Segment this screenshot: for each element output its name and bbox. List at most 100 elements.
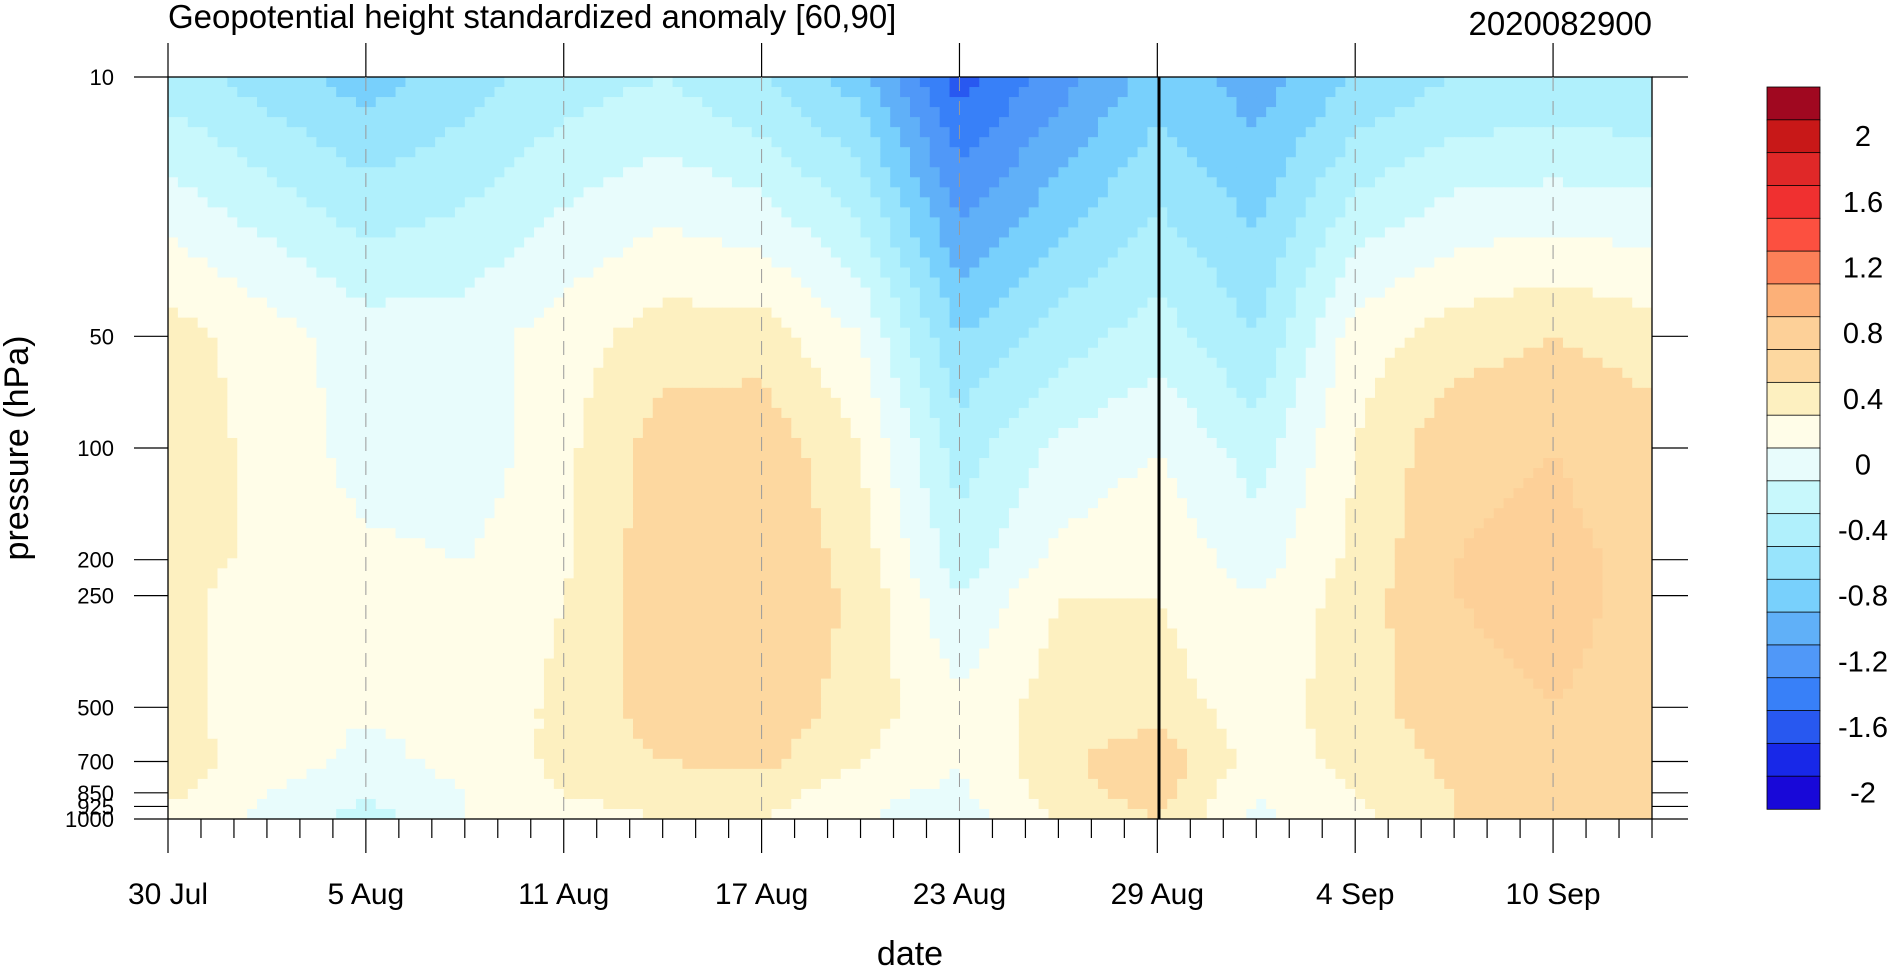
field-cell (1295, 237, 1307, 249)
field-cell (652, 317, 664, 329)
field-cell (1147, 317, 1158, 329)
field-cell (346, 387, 357, 399)
field-cell (741, 117, 753, 128)
field-cell (1642, 117, 1652, 128)
field-cell (1117, 237, 1129, 249)
field-cell (474, 357, 486, 369)
field-cell (1216, 297, 1228, 309)
field-cell (949, 97, 961, 108)
field-cell (1434, 97, 1445, 108)
field-cell (375, 197, 387, 208)
field-cell (850, 207, 862, 218)
field-cell (1127, 227, 1139, 239)
field-cell (751, 237, 763, 249)
field-cell (1602, 77, 1614, 88)
field-cell (336, 387, 347, 399)
field-cell (1137, 287, 1149, 299)
field-cell (1206, 357, 1218, 369)
field-cell (1295, 147, 1307, 158)
field-cell (207, 307, 219, 319)
field-cell (563, 257, 575, 269)
field-cell (1107, 147, 1119, 158)
field-cell (1612, 387, 1623, 399)
field-cell (929, 237, 941, 249)
field-cell (1622, 77, 1633, 88)
field-cell (276, 87, 288, 98)
field-cell (820, 337, 832, 349)
field-cell (781, 137, 792, 148)
field-cell (969, 97, 980, 108)
field-cell (385, 357, 397, 369)
field-cell (1414, 227, 1426, 239)
field-cell (1434, 377, 1445, 389)
field-cell (326, 287, 337, 299)
field-cell (1117, 157, 1129, 168)
field-cell (781, 307, 792, 319)
field-cell (445, 187, 456, 198)
field-cell (1345, 167, 1356, 178)
field-cell (1602, 277, 1614, 289)
field-cell (761, 77, 773, 88)
field-cell (1167, 177, 1178, 188)
field-cell (949, 87, 961, 98)
field-cell (296, 127, 308, 138)
field-cell (197, 187, 209, 198)
field-cell (731, 97, 743, 108)
field-cell (405, 77, 416, 88)
field-cell (207, 267, 219, 279)
field-cell (850, 157, 862, 168)
field-cell (642, 317, 654, 329)
field-cell (1236, 197, 1247, 208)
field-cell (959, 397, 970, 409)
field-cell (1473, 327, 1485, 339)
field-cell (791, 227, 802, 239)
field-cell (1523, 347, 1534, 359)
field-cell (1384, 97, 1396, 108)
field-cell (1008, 217, 1020, 229)
field-cell (395, 167, 407, 178)
field-cell (1137, 257, 1149, 269)
field-cell (217, 97, 228, 108)
field-cell (662, 277, 674, 289)
field-cell (791, 117, 802, 128)
field-cell (682, 117, 693, 128)
field-cell (1256, 207, 1267, 218)
field-cell (1523, 397, 1534, 409)
field-cell (336, 197, 347, 208)
field-cell (1533, 347, 1544, 359)
field-cell (672, 337, 684, 349)
field-cell (1276, 347, 1287, 359)
field-cell (543, 117, 555, 128)
field-cell (187, 87, 199, 98)
field-cell (1256, 147, 1267, 158)
field-cell (573, 227, 585, 239)
field-cell (919, 367, 931, 379)
field-cell (1226, 347, 1238, 359)
field-cell (1068, 287, 1079, 299)
field-cell (1473, 97, 1485, 108)
field-cell (276, 147, 288, 158)
field-cell (425, 387, 436, 399)
field-cell (445, 307, 456, 319)
field-cell (1226, 377, 1238, 389)
field-cell (168, 237, 179, 249)
field-cell (177, 257, 189, 269)
field-cell (573, 157, 585, 168)
field-cell (1147, 347, 1158, 359)
field-cell (1266, 187, 1277, 198)
field-cell (652, 237, 664, 249)
field-cell (642, 237, 654, 249)
field-cell (177, 107, 189, 118)
field-cell (1038, 197, 1050, 208)
field-cell (583, 377, 595, 389)
field-cell (1256, 187, 1267, 198)
field-cell (177, 137, 189, 148)
field-cell (652, 167, 664, 178)
field-cell (365, 277, 377, 289)
field-cell (979, 257, 990, 269)
field-cell (435, 187, 446, 198)
field-cell (375, 357, 387, 369)
field-cell (751, 307, 763, 319)
field-cell (1137, 107, 1149, 118)
field-cell (385, 277, 397, 289)
